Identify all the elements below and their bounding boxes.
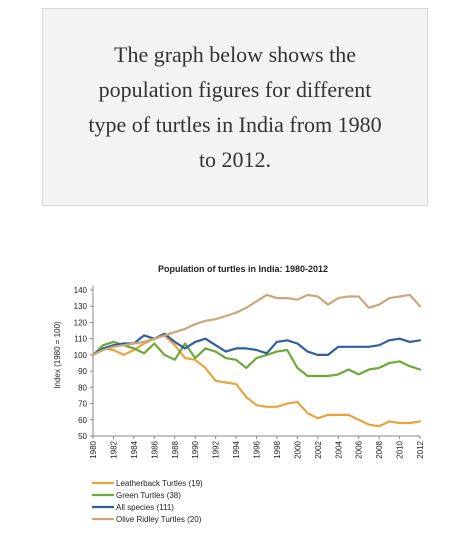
legend-label: Green Turtles (38): [116, 491, 181, 500]
x-tick-label: 2010: [396, 440, 405, 458]
y-tick-label: 100: [74, 351, 88, 360]
x-tick-label: 1984: [130, 440, 139, 458]
x-tick-label: 2006: [355, 440, 364, 458]
x-tick-label: 2000: [293, 440, 302, 458]
chart-title: Population of turtles in India: 1980-201…: [158, 264, 328, 274]
x-tick-label: 1998: [273, 440, 282, 458]
x-tick-label: 1988: [171, 440, 180, 458]
x-tick-label: 1996: [253, 440, 262, 458]
legend-label: All species (111): [116, 503, 174, 512]
x-tick-label: 2008: [375, 440, 384, 458]
y-tick-label: 90: [78, 367, 87, 376]
x-tick-label: 1990: [191, 440, 200, 458]
x-tick-label: 2012: [416, 440, 425, 458]
series-line-2: [91, 340, 422, 378]
y-tick-label: 60: [78, 416, 87, 425]
y-tick-label: 70: [78, 400, 87, 409]
x-tick-label: 1980: [89, 440, 98, 458]
y-tick-label: 80: [78, 383, 87, 392]
y-axis-label: Index (1980 = 100): [53, 321, 62, 389]
legend: Leatherback Turtles (19) Green Turtles (3…: [92, 479, 203, 524]
y-tick-label: 110: [74, 335, 87, 344]
turtle-population-chart: Population of turtles in India: 1980-201…: [53, 264, 425, 524]
x-tick-label: 2004: [334, 440, 343, 458]
y-tick-label: 130: [74, 302, 88, 311]
legend-label: Olive Ridley Turtles (20): [116, 515, 202, 524]
prompt-text: The graph below shows the population fig…: [88, 42, 382, 172]
x-tick-label: 1992: [212, 440, 221, 458]
y-tick-label: 120: [74, 318, 88, 327]
x-tick-label: 2002: [314, 440, 323, 458]
x-tick-label: 1982: [109, 440, 118, 458]
series-lines: [91, 293, 422, 428]
series-line-4: [91, 293, 422, 357]
x-tick-label: 1994: [232, 440, 241, 458]
x-tick-label: 1986: [150, 440, 159, 458]
prompt-card: The graph below shows the population fig…: [42, 8, 428, 206]
y-tick-label: 50: [78, 432, 87, 441]
legend-label: Leatherback Turtles (19): [116, 479, 203, 488]
series-line-3: [91, 332, 422, 357]
axes: 50 60 70 80 90 100 110 120 130 140 1980 1982 1984 198…: [74, 286, 425, 459]
y-tick-label: 140: [74, 286, 88, 295]
